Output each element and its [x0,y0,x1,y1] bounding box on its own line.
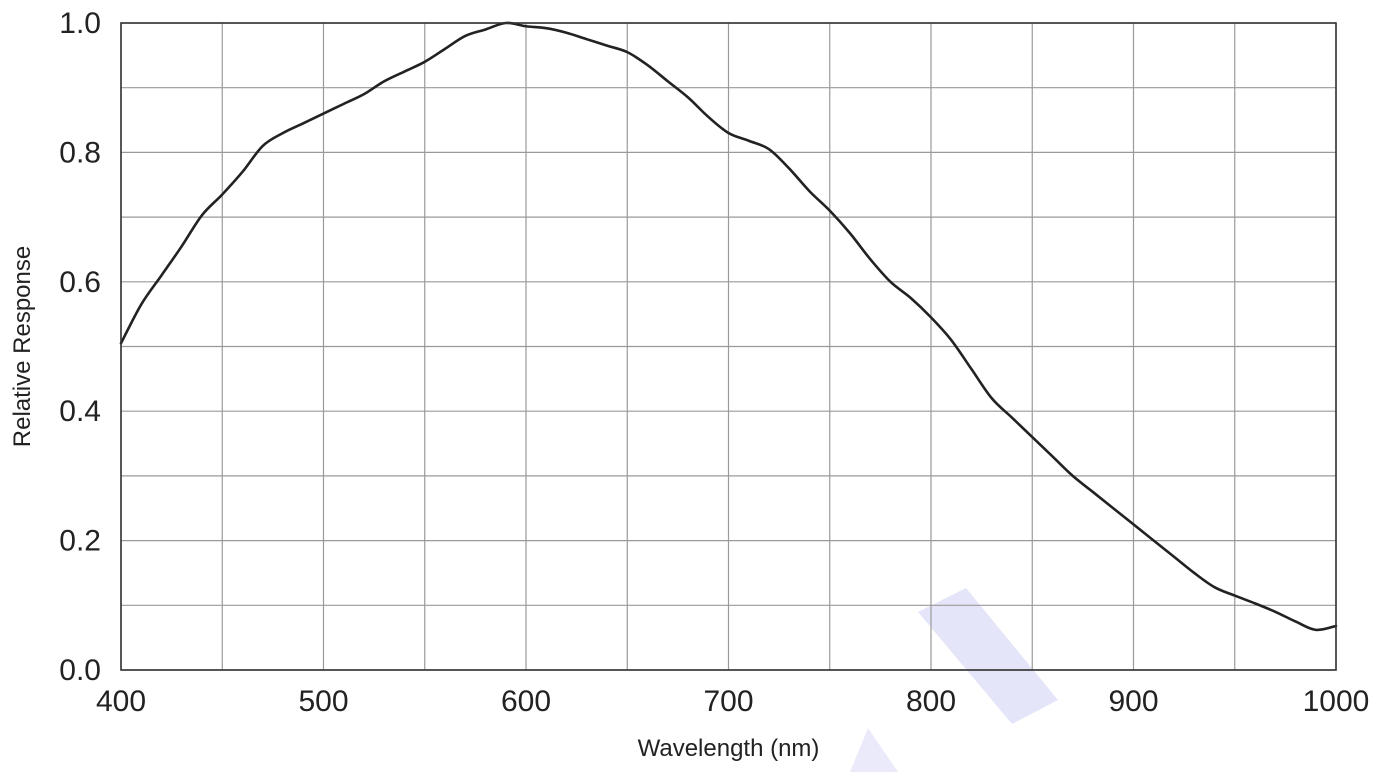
x-tick-label: 900 [1108,685,1158,718]
y-tick-label: 0.0 [59,654,101,687]
y-tick-label: 0.2 [59,525,101,558]
x-tick-label: 500 [298,685,348,718]
watermark-stroke [918,588,1058,724]
tick-labels: 400 500 600 700 800 900 1000 0.0 0.2 0.4 0.6 0.8 1.0 [59,7,1369,718]
grid [120,22,1337,671]
x-tick-label: 700 [703,685,753,718]
series-layer [119,21,1338,632]
x-tick-label: 400 [96,685,146,718]
y-axis-title: Relative Response [9,246,36,447]
x-tick-label: 800 [906,685,956,718]
watermark [850,588,1058,772]
x-tick-label: 1000 [1303,685,1370,718]
y-tick-label: 0.6 [59,266,101,299]
x-tick-label: 600 [501,685,551,718]
watermark-stroke [850,728,898,772]
plot-frame [120,22,1337,671]
y-tick-label: 0.8 [59,136,101,169]
x-axis-title: Wavelength (nm) [638,735,820,762]
y-tick-label: 1.0 [59,7,101,40]
y-tick-label: 0.4 [59,395,101,428]
series-line-0 [119,21,1338,632]
